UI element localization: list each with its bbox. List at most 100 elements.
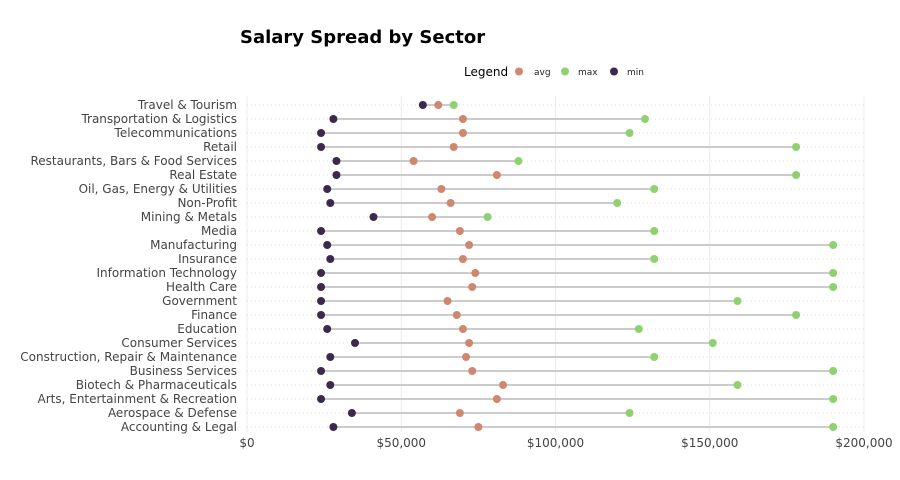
avg-point	[458, 325, 467, 333]
max-point	[829, 423, 838, 431]
avg-point	[458, 255, 467, 263]
max-point	[792, 171, 801, 179]
avg-point	[499, 381, 508, 389]
max-point	[708, 339, 717, 347]
avg-point	[492, 171, 501, 179]
avg-point	[492, 395, 501, 403]
avg-point	[458, 115, 467, 123]
max-point	[829, 241, 838, 249]
min-point	[317, 311, 326, 319]
min-point	[329, 115, 338, 123]
avg-point	[468, 283, 477, 291]
category-label: Insurance	[178, 252, 237, 266]
category-label: Government	[162, 294, 237, 308]
category-label: Restaurants, Bars & Food Services	[30, 154, 237, 168]
min-point	[323, 185, 332, 193]
avg-point	[455, 227, 464, 235]
data-points	[317, 101, 838, 431]
max-point	[650, 185, 659, 193]
avg-point	[443, 297, 452, 305]
legend: Legend avg max min	[464, 65, 644, 79]
min-point	[323, 325, 332, 333]
x-tick-label: $50,000	[376, 436, 426, 450]
legend-marker-min	[610, 67, 618, 76]
min-point	[329, 423, 338, 431]
legend-marker-max	[561, 67, 569, 76]
range-lines	[321, 104, 834, 428]
max-point	[613, 199, 622, 207]
min-point	[317, 227, 326, 235]
avg-point	[468, 367, 477, 375]
category-label: Information Technology	[97, 266, 238, 280]
chart-title: Salary Spread by Sector	[240, 27, 485, 48]
x-tick-label: $150,000	[681, 436, 738, 450]
max-point	[514, 157, 523, 165]
avg-point	[449, 143, 458, 151]
min-point	[369, 213, 378, 221]
min-point	[317, 143, 326, 151]
avg-point	[409, 157, 418, 165]
legend-marker-avg	[515, 67, 523, 76]
category-label: Aerospace & Defense	[108, 406, 237, 420]
avg-point	[462, 353, 471, 361]
min-point	[332, 157, 341, 165]
x-tick-label: $200,000	[835, 436, 892, 450]
category-label: Transportation & Logistics	[80, 112, 237, 126]
min-point	[317, 395, 326, 403]
min-point	[332, 171, 341, 179]
x-tick-label: $100,000	[527, 436, 584, 450]
max-point	[733, 381, 742, 389]
category-label: Mining & Metals	[141, 210, 237, 224]
avg-point	[428, 213, 437, 221]
min-point	[317, 129, 326, 137]
category-label: Real Estate	[169, 168, 237, 182]
max-point	[625, 409, 634, 417]
max-point	[650, 227, 659, 235]
legend-title: Legend	[464, 65, 508, 79]
min-point	[326, 199, 335, 207]
min-point	[317, 367, 326, 375]
category-label: Travel & Tourism	[137, 98, 237, 112]
category-label: Biotech & Pharmaceuticals	[76, 378, 237, 392]
category-label: Non-Profit	[177, 196, 237, 210]
avg-point	[452, 311, 461, 319]
avg-point	[446, 199, 455, 207]
avg-point	[471, 269, 480, 277]
min-point	[317, 297, 326, 305]
category-label: Business Services	[130, 364, 237, 378]
min-point	[326, 353, 335, 361]
max-point	[625, 129, 634, 137]
min-point	[350, 339, 359, 347]
avg-point	[474, 423, 483, 431]
category-label: Retail	[203, 140, 237, 154]
category-label: Health Care	[166, 280, 237, 294]
min-point	[323, 241, 332, 249]
category-label: Education	[177, 322, 237, 336]
min-point	[418, 101, 427, 109]
min-point	[347, 409, 356, 417]
category-label: Finance	[191, 308, 237, 322]
category-label: Oil, Gas, Energy & Utilities	[79, 182, 237, 196]
min-point	[326, 255, 335, 263]
category-label: Media	[201, 224, 237, 238]
avg-point	[434, 101, 443, 109]
legend-label-max: max	[578, 68, 598, 78]
max-point	[829, 269, 838, 277]
max-point	[733, 297, 742, 305]
max-point	[634, 325, 643, 333]
category-label: Arts, Entertainment & Recreation	[38, 392, 237, 406]
x-tick-label: $0	[239, 436, 254, 450]
avg-point	[458, 129, 467, 137]
max-point	[829, 367, 838, 375]
avg-point	[465, 339, 474, 347]
category-label: Manufacturing	[150, 238, 237, 252]
min-point	[317, 269, 326, 277]
max-point	[650, 353, 659, 361]
avg-point	[437, 185, 446, 193]
max-point	[483, 213, 492, 221]
max-point	[829, 283, 838, 291]
max-point	[640, 115, 649, 123]
category-label: Construction, Repair & Maintenance	[20, 350, 237, 364]
